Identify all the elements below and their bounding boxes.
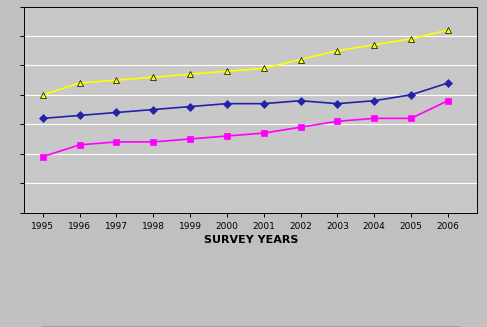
% in employment  (b): % economically active employed in off-farm employment;  Share of total  HHs: (2e+03, 31): % economically active employed in off-fa…: [335, 119, 340, 123]
% in employment  (b): % economically active employed in off-farm employment;  Share of total  HHs: (2e+03, 24): % economically active employed in off-fa…: [150, 140, 156, 144]
% in employment  (c): % economically active employed in off-farm employment; not share of total, $  in total S: (2e+03, 40): % economically active employed in off-fa…: [40, 93, 46, 97]
% in employment  (c): % economically active employed in off-farm employment; not share of total, $  in total S: (2e+03, 47): % economically active employed in off-fa…: [187, 72, 193, 76]
% in employment  (b): % economically active employed in off-farm employment;  Share of total  HHs: (2e+03, 27): % economically active employed in off-fa…: [261, 131, 266, 135]
% S1 (a):  Households with off-farm employment; share of total  HHs: (2e+03, 37): Households with off-farm employment; sha…: [261, 102, 266, 106]
% S1 (a):  Households with off-farm employment; share of total  HHs: (2e+03, 36): Households with off-farm employment; sha…: [187, 105, 193, 109]
% in employment  (b): % economically active employed in off-farm employment;  Share of total  HHs: (2e+03, 23): % economically active employed in off-fa…: [76, 143, 82, 147]
% in employment  (c): % economically active employed in off-farm employment; not share of total, $  in total S: (2e+03, 44): % economically active employed in off-fa…: [76, 81, 82, 85]
% in employment  (b): % economically active employed in off-farm employment;  Share of total  HHs: (2e+03, 25): % economically active employed in off-fa…: [187, 137, 193, 141]
% in employment  (c): % economically active employed in off-farm employment; not share of total, $  in total S: (2e+03, 55): % economically active employed in off-fa…: [335, 49, 340, 53]
% in employment  (c): % economically active employed in off-farm employment; not share of total, $  in total S: (2e+03, 57): % economically active employed in off-fa…: [371, 43, 377, 47]
Line: % in employment  (c): % economically active employed in off-farm employment; not share of total, $  in total S: % in employment (c): % economically acti…: [39, 26, 451, 98]
% in employment  (c): % economically active employed in off-farm employment; not share of total, $  in total S: (2e+03, 48): % economically active employed in off-fa…: [224, 69, 230, 73]
% in employment  (c): % economically active employed in off-farm employment; not share of total, $  in total S: (2e+03, 49): % economically active employed in off-fa…: [261, 66, 266, 70]
% in employment  (b): % economically active employed in off-farm employment;  Share of total  HHs: (2.01e+03, 38): % economically active employed in off-fa…: [445, 99, 451, 103]
% in employment  (b): % economically active employed in off-farm employment;  Share of total  HHs: (2e+03, 32): % economically active employed in off-fa…: [408, 116, 414, 120]
Line: % in employment  (b): % economically active employed in off-farm employment;  Share of total  HHs: % in employment (b): % economically acti…: [40, 98, 450, 159]
X-axis label: SURVEY YEARS: SURVEY YEARS: [204, 235, 298, 245]
Line: % S1 (a):  Households with off-farm employment; share of total  HHs: % S1 (a): Households with off-farm emplo…: [40, 80, 450, 121]
% in employment  (b): % economically active employed in off-farm employment;  Share of total  HHs: (2e+03, 19): % economically active employed in off-fa…: [40, 155, 46, 159]
% S1 (a):  Households with off-farm employment; share of total  HHs: (2e+03, 40): Households with off-farm employment; sha…: [408, 93, 414, 97]
% S1 (a):  Households with off-farm employment; share of total  HHs: (2e+03, 34): Households with off-farm employment; sha…: [113, 111, 119, 114]
% in employment  (c): % economically active employed in off-farm employment; not share of total, $  in total S: (2e+03, 52): % economically active employed in off-fa…: [298, 58, 303, 61]
% in employment  (b): % economically active employed in off-farm employment;  Share of total  HHs: (2e+03, 26): % economically active employed in off-fa…: [224, 134, 230, 138]
% in employment  (b): % economically active employed in off-farm employment;  Share of total  HHs: (2e+03, 29): % economically active employed in off-fa…: [298, 125, 303, 129]
% S1 (a):  Households with off-farm employment; share of total  HHs: (2e+03, 37): Households with off-farm employment; sha…: [224, 102, 230, 106]
% S1 (a):  Households with off-farm employment; share of total  HHs: (2e+03, 33): Households with off-farm employment; sha…: [76, 113, 82, 117]
% S1 (a):  Households with off-farm employment; share of total  HHs: (2.01e+03, 44): Households with off-farm employment; sha…: [445, 81, 451, 85]
% S1 (a):  Households with off-farm employment; share of total  HHs: (2e+03, 38): Households with off-farm employment; sha…: [298, 99, 303, 103]
% in employment  (c): % economically active employed in off-farm employment; not share of total, $  in total S: (2.01e+03, 62): % economically active employed in off-fa…: [445, 28, 451, 32]
% in employment  (b): % economically active employed in off-farm employment;  Share of total  HHs: (2e+03, 24): % economically active employed in off-fa…: [113, 140, 119, 144]
% in employment  (b): % economically active employed in off-farm employment;  Share of total  HHs: (2e+03, 32): % economically active employed in off-fa…: [371, 116, 377, 120]
% S1 (a):  Households with off-farm employment; share of total  HHs: (2e+03, 38): Households with off-farm employment; sha…: [371, 99, 377, 103]
% S1 (a):  Households with off-farm employment; share of total  HHs: (2e+03, 32): Households with off-farm employment; sha…: [40, 116, 46, 120]
% in employment  (c): % economically active employed in off-farm employment; not share of total, $  in total S: (2e+03, 45): % economically active employed in off-fa…: [113, 78, 119, 82]
% S1 (a):  Households with off-farm employment; share of total  HHs: (2e+03, 37): Households with off-farm employment; sha…: [335, 102, 340, 106]
% in employment  (c): % economically active employed in off-farm employment; not share of total, $  in total S: (2e+03, 59): % economically active employed in off-fa…: [408, 37, 414, 41]
% in employment  (c): % economically active employed in off-farm employment; not share of total, $  in total S: (2e+03, 46): % economically active employed in off-fa…: [150, 75, 156, 79]
% S1 (a):  Households with off-farm employment; share of total  HHs: (2e+03, 35): Households with off-farm employment; sha…: [150, 108, 156, 112]
